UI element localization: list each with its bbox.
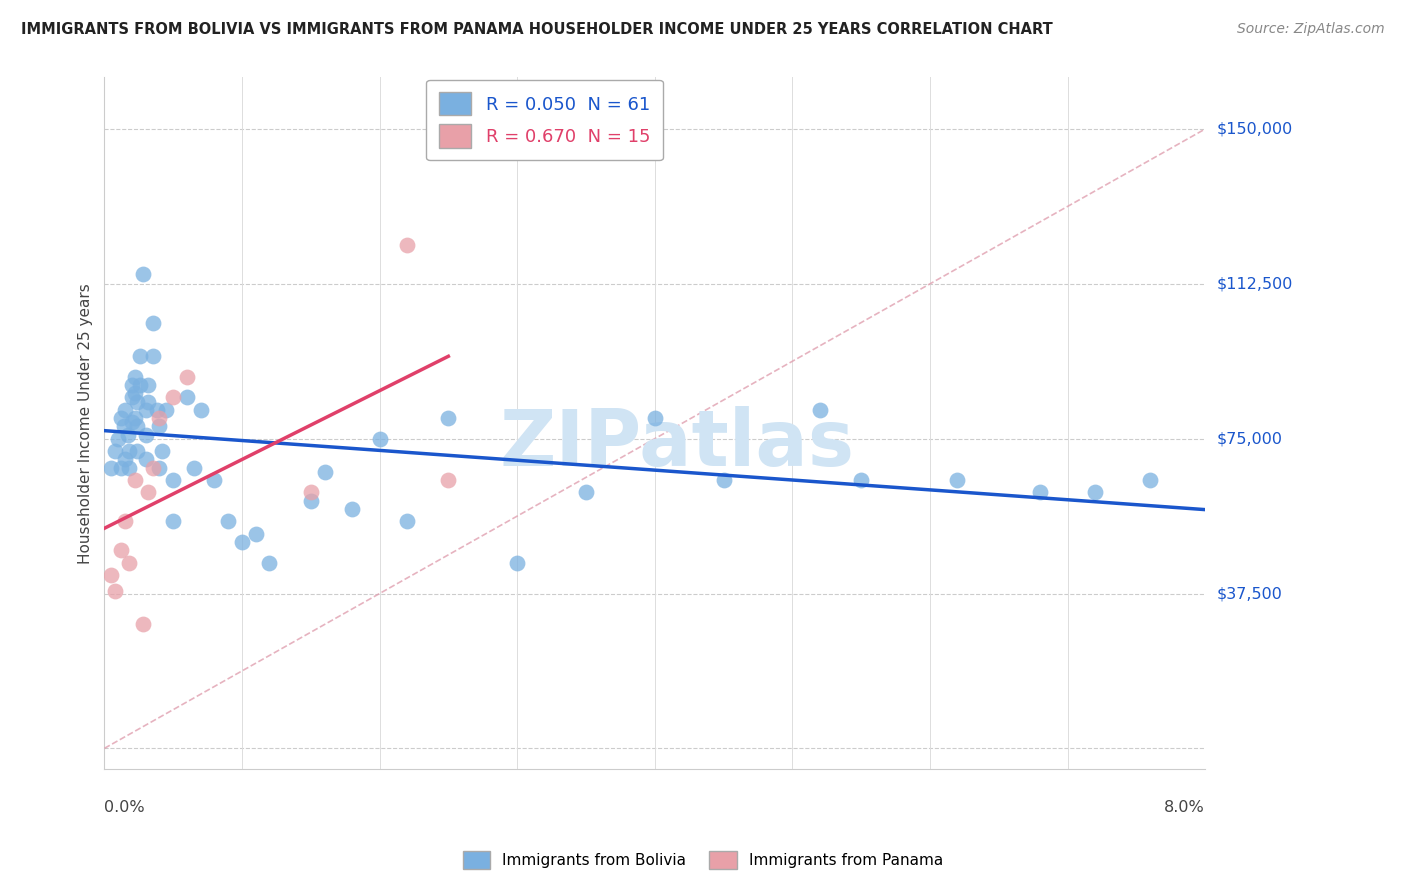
Point (245, 526, 267, 541)
Point (110, 543, 132, 558)
Point (135, 427, 157, 442)
Point (506, 556, 529, 570)
Point (124, 386, 146, 401)
Point (162, 473, 184, 487)
Point (104, 584, 127, 599)
Point (138, 378, 160, 392)
Text: IMMIGRANTS FROM BOLIVIA VS IMMIGRANTS FROM PANAMA HOUSEHOLDER INCOME UNDER 25 YE: IMMIGRANTS FROM BOLIVIA VS IMMIGRANTS FR… (21, 22, 1053, 37)
Point (644, 411, 666, 425)
Point (100, 460, 122, 475)
Point (129, 349, 152, 363)
Point (190, 402, 212, 417)
Point (114, 452, 136, 467)
Point (129, 378, 152, 392)
Point (217, 514, 239, 528)
Text: 8.0%: 8.0% (1164, 799, 1205, 814)
Y-axis label: Householder Income Under 25 years: Householder Income Under 25 years (79, 283, 93, 564)
Point (127, 394, 149, 409)
Point (145, 402, 167, 417)
Point (124, 411, 146, 425)
Point (114, 402, 136, 417)
Point (141, 460, 163, 475)
Text: $150,000: $150,000 (1216, 121, 1292, 136)
Point (127, 444, 149, 458)
Point (121, 415, 143, 429)
Point (396, 237, 419, 252)
Point (1139, 473, 1161, 487)
Point (110, 411, 132, 425)
Point (114, 514, 136, 528)
Point (121, 378, 143, 392)
Text: 0.0%: 0.0% (104, 799, 145, 814)
Point (112, 419, 135, 434)
Point (107, 432, 129, 446)
Point (132, 617, 155, 632)
Point (138, 394, 160, 409)
Point (396, 514, 419, 528)
Point (368, 432, 391, 446)
Point (135, 402, 157, 417)
Point (849, 473, 872, 487)
Point (808, 402, 831, 417)
Point (118, 556, 141, 570)
Point (148, 411, 170, 425)
Point (176, 391, 198, 405)
Point (231, 535, 253, 549)
Legend: Immigrants from Bolivia, Immigrants from Panama: Immigrants from Bolivia, Immigrants from… (457, 845, 949, 875)
Point (148, 460, 170, 475)
Point (946, 473, 969, 487)
Text: Source: ZipAtlas.com: Source: ZipAtlas.com (1237, 22, 1385, 37)
Point (314, 465, 336, 479)
Point (713, 473, 735, 487)
Point (575, 485, 598, 500)
Point (138, 485, 160, 500)
Point (135, 452, 157, 467)
Point (110, 460, 132, 475)
Point (117, 427, 139, 442)
Point (124, 473, 146, 487)
Legend: R = 0.050  N = 61, R = 0.670  N = 15: R = 0.050 N = 61, R = 0.670 N = 15 (426, 79, 664, 161)
Point (437, 473, 460, 487)
Point (299, 493, 322, 508)
Point (104, 444, 127, 458)
Text: ZIPatlas: ZIPatlas (499, 406, 855, 482)
Text: $75,000: $75,000 (1216, 431, 1282, 446)
Point (340, 502, 363, 516)
Point (150, 444, 173, 458)
Point (1084, 485, 1107, 500)
Point (162, 514, 184, 528)
Point (1029, 485, 1052, 500)
Point (141, 316, 163, 330)
Point (176, 369, 198, 384)
Point (127, 419, 149, 434)
Point (204, 473, 226, 487)
Point (299, 485, 322, 500)
Point (124, 369, 146, 384)
Point (155, 402, 177, 417)
Point (121, 391, 143, 405)
Point (259, 556, 281, 570)
Point (118, 444, 141, 458)
Point (437, 411, 460, 425)
Text: $112,500: $112,500 (1216, 277, 1292, 292)
Point (100, 568, 122, 582)
Point (141, 349, 163, 363)
Point (132, 267, 155, 281)
Text: $37,500: $37,500 (1216, 586, 1282, 601)
Point (148, 419, 170, 434)
Point (118, 460, 141, 475)
Point (162, 391, 184, 405)
Point (183, 460, 205, 475)
